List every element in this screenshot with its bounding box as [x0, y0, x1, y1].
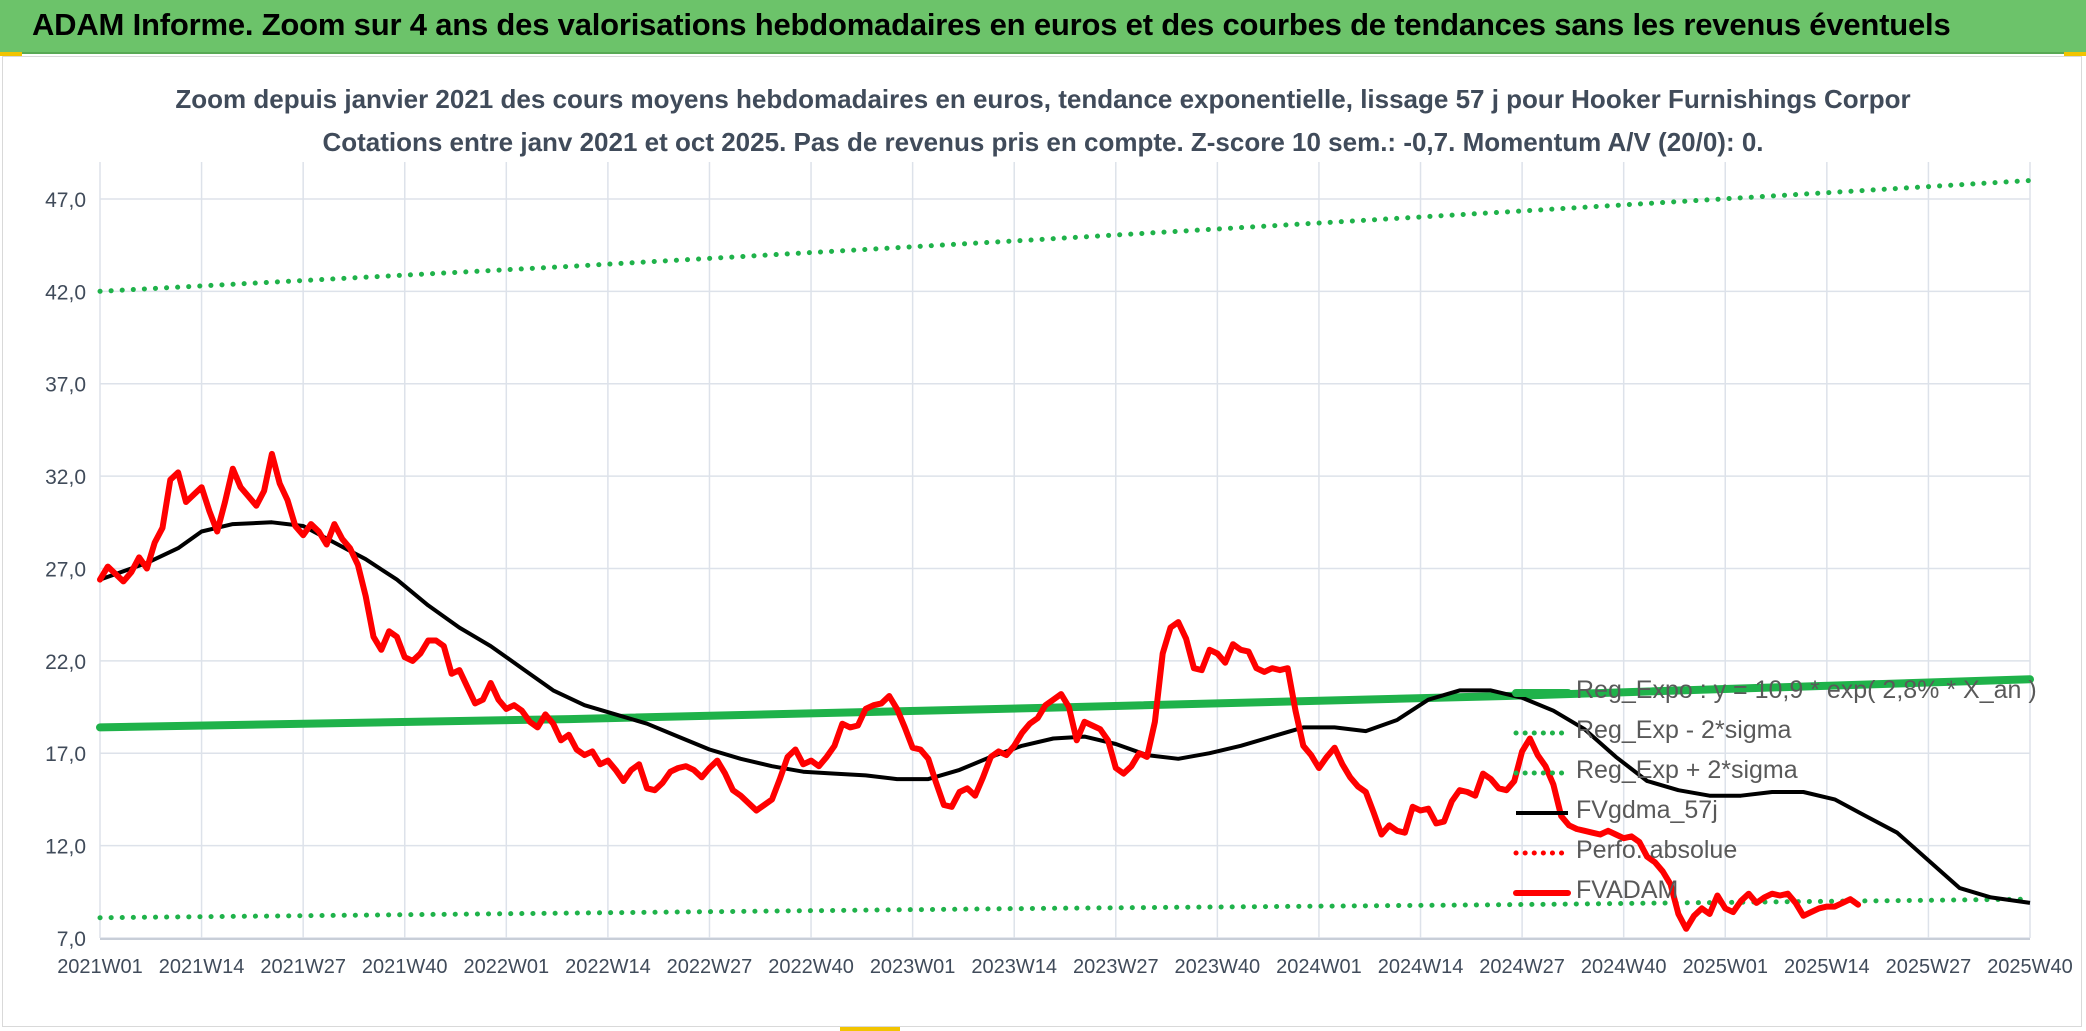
legend-item: Reg_Expo : y = 10,9 * exp( 2,8% * X_an ): [1512, 674, 2037, 714]
legend-swatch: [1512, 689, 1572, 697]
x-tick-label: 2025W27: [1886, 956, 1972, 978]
y-tick-label: 32,0: [45, 466, 86, 489]
legend-label: Reg_Expo : y = 10,9 * exp( 2,8% * X_an ): [1576, 676, 2037, 704]
x-tick-label: 2021W40: [362, 956, 448, 978]
legend-swatch: [1516, 811, 1568, 815]
legend-item: Reg_Exp + 2*sigma: [1512, 754, 2012, 794]
x-tick-label: 2022W14: [565, 956, 651, 978]
x-tick-label: 2022W40: [768, 956, 854, 978]
bottom-accent: [840, 1027, 900, 1031]
series-line-0: [96, 675, 2034, 732]
legend-label: FVADAM: [1576, 876, 1679, 904]
banner-accent-left: [0, 52, 22, 56]
series-line-1: [97, 896, 2033, 921]
x-tick-label: 2023W01: [870, 956, 956, 978]
x-tick-label: 2025W40: [1987, 956, 2073, 978]
legend-item: Perfo. absolue: [1512, 834, 2012, 874]
y-tick-label: 47,0: [45, 189, 86, 212]
legend-swatch: [1513, 770, 1571, 776]
x-tick-label: 2023W40: [1175, 956, 1261, 978]
x-tick-label: 2024W01: [1276, 956, 1362, 978]
series-line-2: [97, 178, 2033, 294]
x-tick-label: 2025W14: [1784, 956, 1870, 978]
report-banner: ADAM Informe. Zoom sur 4 ans des valoris…: [0, 0, 2086, 54]
chart-legend: Reg_Expo : y = 10,9 * exp( 2,8% * X_an )…: [1512, 674, 2037, 914]
x-tick-label: 2021W27: [260, 956, 346, 978]
x-tick-label: 2024W14: [1378, 956, 1464, 978]
legend-item: FVADAM: [1512, 874, 2012, 914]
chart-title-line1: Zoom depuis janvier 2021 des cours moyen…: [175, 84, 1911, 114]
y-tick-label: 27,0: [45, 558, 86, 581]
x-tick-label: 2022W01: [464, 956, 550, 978]
legend-swatch: [1513, 730, 1571, 736]
y-tick-label: 7,0: [57, 928, 86, 951]
x-tick-label: 2024W27: [1479, 956, 1565, 978]
legend-label: FVgdma_57j: [1576, 796, 1718, 824]
y-tick-label: 42,0: [45, 281, 86, 304]
y-tick-label: 22,0: [45, 651, 86, 674]
legend-label: Reg_Exp - 2*sigma: [1576, 716, 1792, 744]
report-title: ADAM Informe. Zoom sur 4 ans des valoris…: [32, 7, 1951, 42]
x-tick-label: 2023W14: [971, 956, 1057, 978]
chart-frame: [2, 56, 2082, 1027]
x-tick-label: 2023W27: [1073, 956, 1159, 978]
series-line-3: [99, 520, 2031, 905]
legend-swatch: [1513, 850, 1571, 856]
series-line-5: [97, 450, 1862, 932]
legend-item: Reg_Exp - 2*sigma: [1512, 714, 2012, 754]
x-tick-label: 2025W01: [1682, 956, 1768, 978]
y-tick-label: 17,0: [45, 743, 86, 766]
y-tick-label: 37,0: [45, 374, 86, 397]
legend-label: Perfo. absolue: [1576, 836, 1738, 864]
legend-swatch: [1513, 890, 1571, 896]
x-tick-label: 2022W27: [667, 956, 753, 978]
x-tick-label: 2021W14: [159, 956, 245, 978]
banner-accent-right: [2064, 52, 2086, 56]
chart-title-line2: Cotations entre janv 2021 et oct 2025. P…: [322, 127, 1764, 157]
x-tick-label: 2024W40: [1581, 956, 1667, 978]
x-tick-label: 2021W01: [57, 956, 143, 978]
legend-label: Reg_Exp + 2*sigma: [1576, 756, 1798, 784]
y-tick-label: 12,0: [45, 836, 86, 859]
legend-item: FVgdma_57j: [1512, 794, 2012, 834]
